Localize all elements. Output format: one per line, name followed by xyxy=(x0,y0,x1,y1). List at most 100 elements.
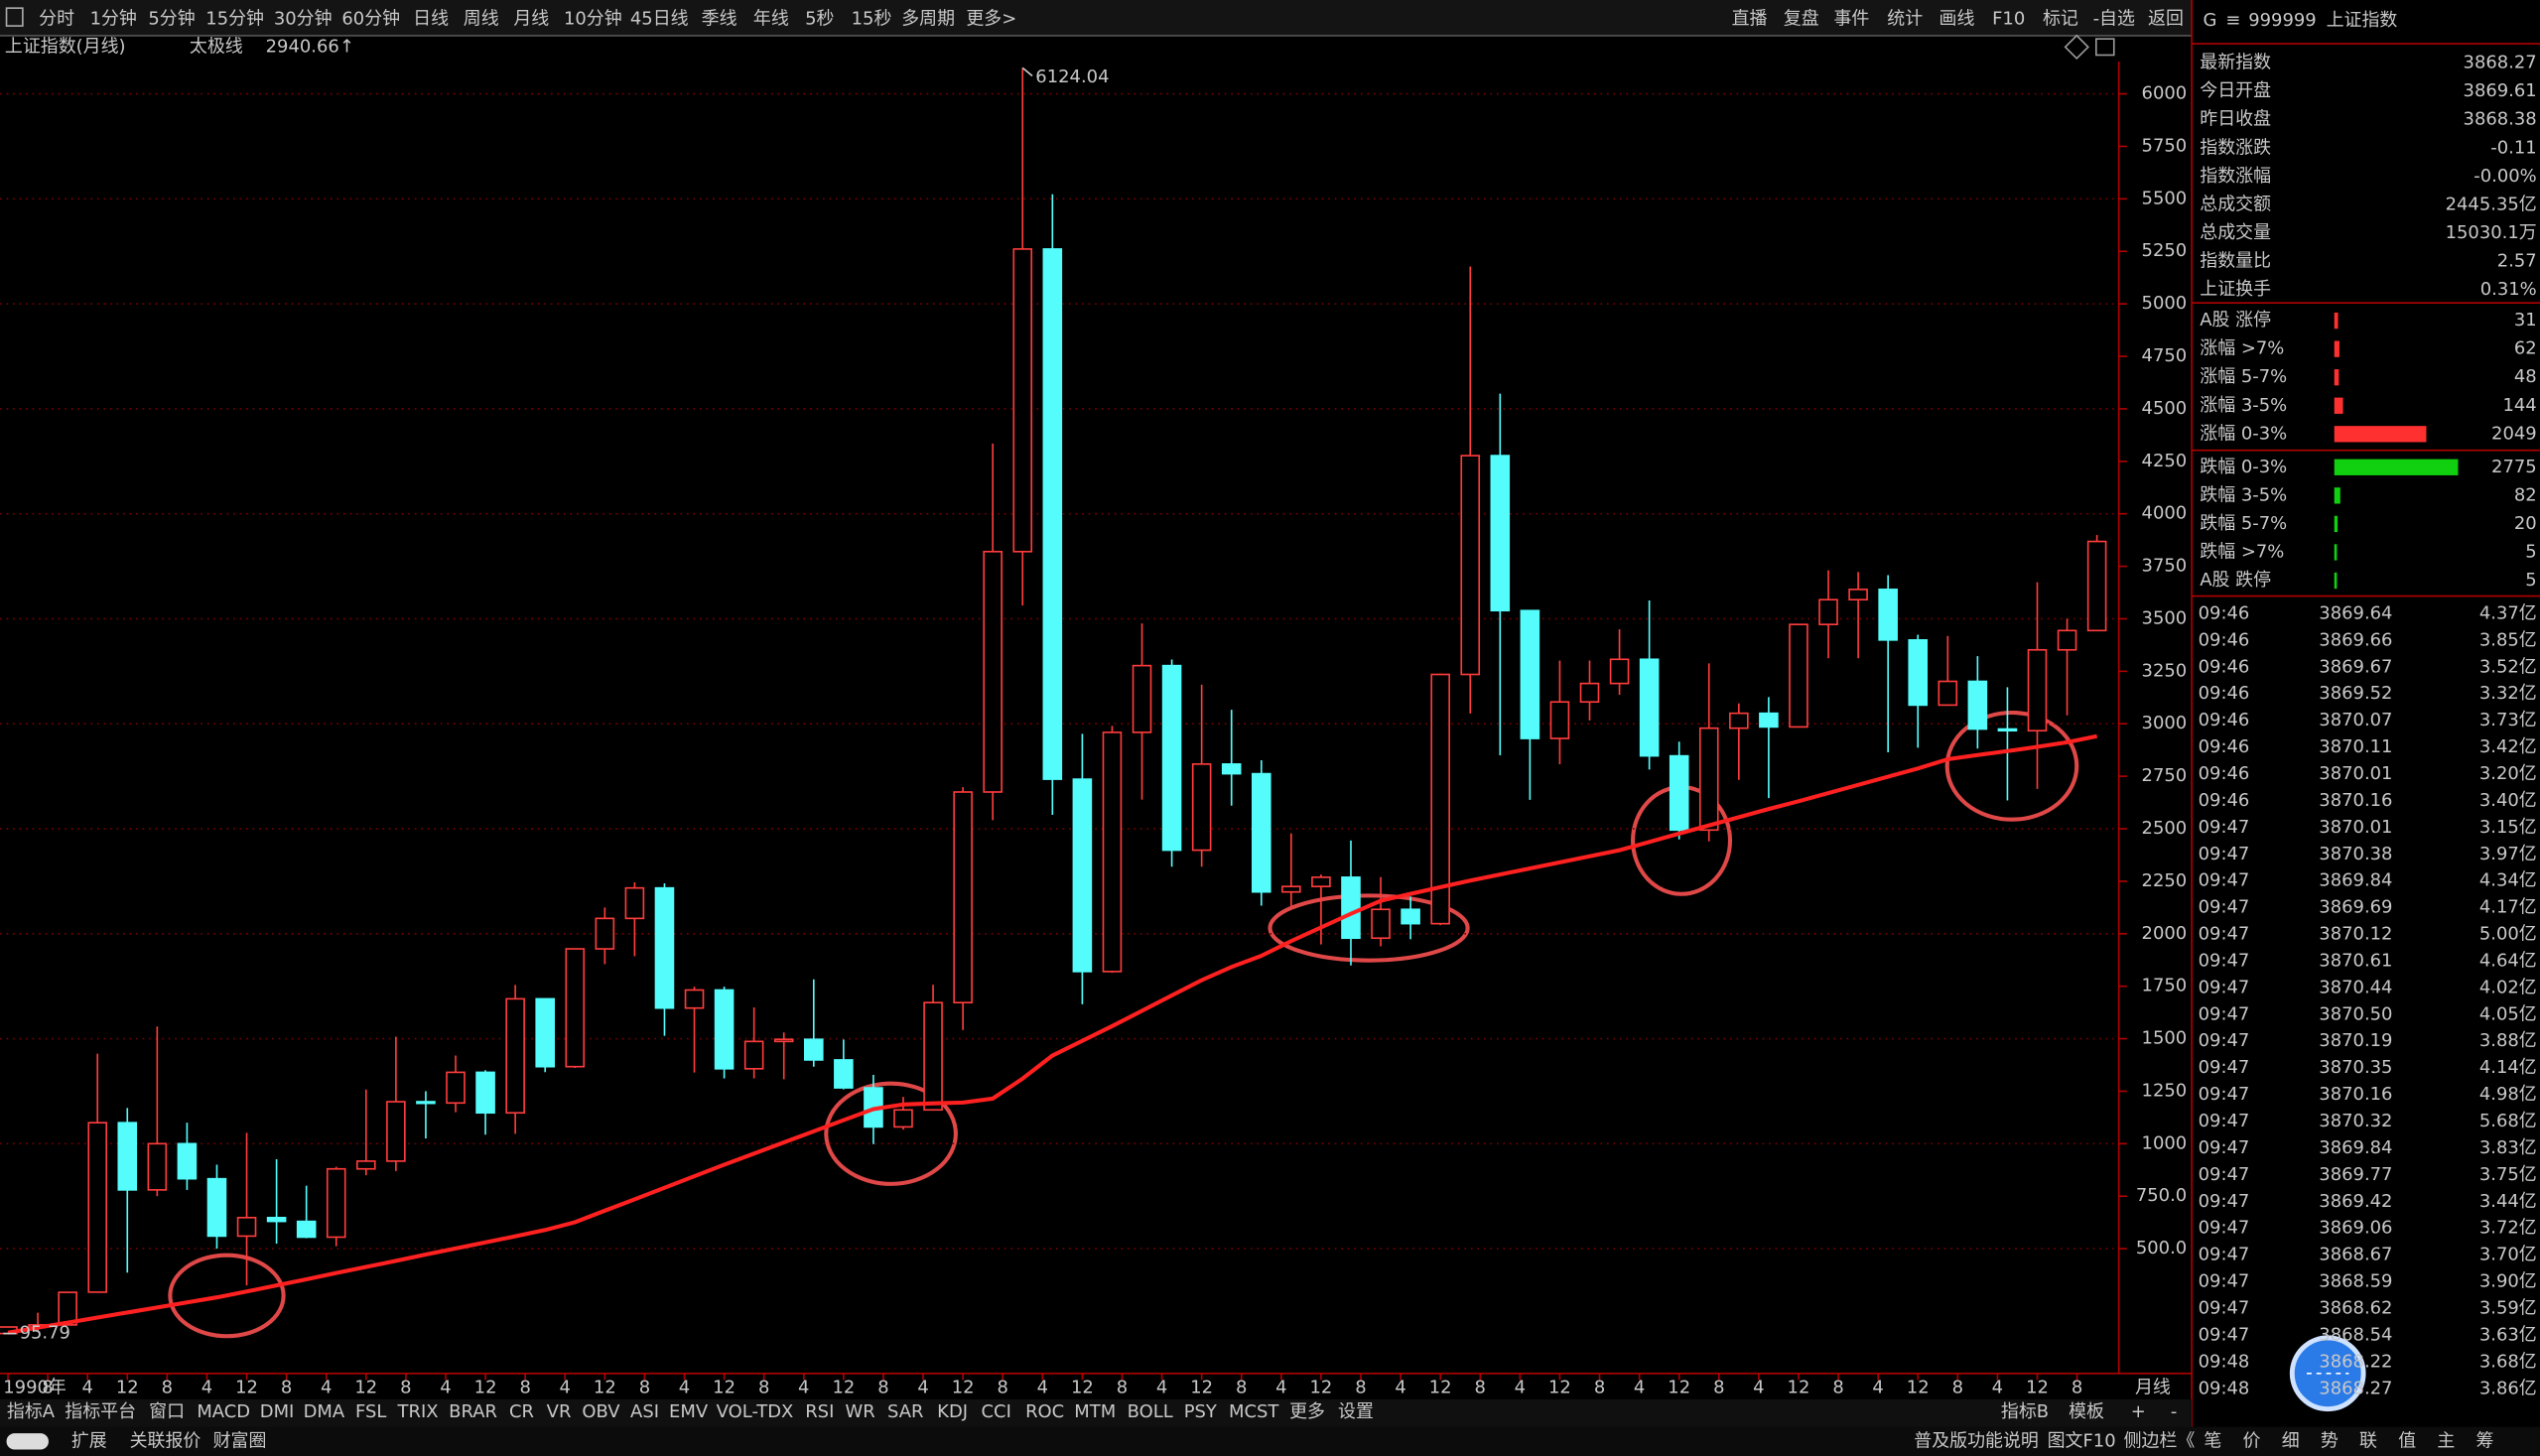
period-tab[interactable]: 1分钟 xyxy=(90,9,137,30)
toolbar-action[interactable]: 标记 xyxy=(2043,9,2078,30)
indicator-tab[interactable]: 指标B xyxy=(2001,1401,2049,1422)
tick-amount: 3.68亿 xyxy=(2479,1351,2537,1372)
menu-icon[interactable]: ≡ xyxy=(2225,10,2240,31)
status-tab[interactable]: 图文F10 xyxy=(2048,1430,2116,1451)
tick-price: 3868.62 xyxy=(2319,1298,2392,1319)
x-tick-label: 8 xyxy=(519,1377,530,1397)
period-tab[interactable]: 更多> xyxy=(966,9,1016,30)
panel-tab[interactable]: 联 xyxy=(2359,1430,2377,1451)
stat-label: 总成交额 xyxy=(2200,194,2271,214)
candle-body xyxy=(953,791,973,1003)
toolbar-action[interactable]: 直播 xyxy=(1732,9,1768,30)
tick-price: 3870.11 xyxy=(2319,736,2392,757)
indicator-tab[interactable]: CR xyxy=(509,1401,534,1422)
indicator-tab[interactable]: VOL-TDX xyxy=(717,1401,794,1422)
breadth-count: 48 xyxy=(2514,366,2537,387)
indicator-tab[interactable]: TRIX xyxy=(397,1401,439,1422)
period-tab[interactable]: 5秒 xyxy=(805,9,834,30)
indicator-tab[interactable]: SAR xyxy=(887,1401,923,1422)
indicator-tab[interactable]: MCST xyxy=(1229,1401,1279,1422)
tick-time: 09:47 xyxy=(2199,1218,2250,1239)
candle-body xyxy=(1848,589,1868,601)
x-tick-label: 8 xyxy=(1475,1377,1486,1397)
indicator-tab[interactable]: FSL xyxy=(355,1401,386,1422)
period-tab[interactable]: 月线 xyxy=(513,9,549,30)
period-tab[interactable]: 15秒 xyxy=(852,9,892,30)
panel-tab[interactable]: 笔 xyxy=(2204,1430,2221,1451)
period-tab[interactable]: 季线 xyxy=(702,9,737,30)
period-tab[interactable]: 30分钟 xyxy=(274,9,333,30)
indicator-tab[interactable]: 指标A xyxy=(7,1401,56,1422)
panel-tab[interactable]: 细 xyxy=(2282,1430,2300,1451)
period-tab[interactable]: 分时 xyxy=(39,9,74,30)
tick-time: 09:47 xyxy=(2199,1191,2250,1212)
indicator-tab[interactable]: MACD xyxy=(197,1401,250,1422)
status-tab[interactable]: 关联报价 xyxy=(130,1430,201,1451)
indicator-tab[interactable]: WR xyxy=(845,1401,874,1422)
toolbar-action[interactable]: 事件 xyxy=(1833,9,1869,30)
toolbar-action[interactable]: F10 xyxy=(1992,9,2025,30)
period-tab[interactable]: 60分钟 xyxy=(341,9,400,30)
toggle[interactable] xyxy=(6,1433,49,1450)
period-tab[interactable]: 多周期 xyxy=(901,9,955,30)
breadth-label: 跌幅 3-5% xyxy=(2200,484,2287,505)
indicator-tab[interactable]: DMA xyxy=(304,1401,345,1422)
tick-price: 3870.16 xyxy=(2319,1084,2392,1105)
indicator-tab[interactable]: BOLL xyxy=(1128,1401,1173,1422)
status-tab[interactable]: 扩展 xyxy=(71,1430,107,1451)
indicator-tab[interactable]: VR xyxy=(547,1401,572,1422)
candle-body xyxy=(296,1220,317,1239)
breadth-bar xyxy=(2334,544,2338,561)
tick-price: 3870.61 xyxy=(2319,950,2392,971)
indicator-tab[interactable]: 设置 xyxy=(1338,1401,1374,1422)
tick-time: 09:47 xyxy=(2199,1298,2250,1319)
period-tab[interactable]: 5分钟 xyxy=(148,9,195,30)
indicator-tab[interactable]: ASI xyxy=(630,1401,659,1422)
indicator-tab[interactable]: DMI xyxy=(260,1401,295,1422)
toolbar-action[interactable]: 统计 xyxy=(1887,9,1923,30)
toolbar-action[interactable]: 返回 xyxy=(2148,9,2184,30)
x-tick-label: 8 xyxy=(42,1377,53,1397)
indicator-tab[interactable]: EMV xyxy=(669,1401,709,1422)
tick-amount: 4.34亿 xyxy=(2479,870,2537,891)
status-tab[interactable]: 财富圈 xyxy=(213,1430,267,1451)
indicator-tab[interactable]: BRAR xyxy=(449,1401,497,1422)
panel-tab[interactable]: 价 xyxy=(2243,1430,2261,1451)
indicator-tab[interactable]: OBV xyxy=(582,1401,620,1422)
indicator-tab[interactable]: 窗口 xyxy=(149,1401,185,1422)
tick-time: 09:47 xyxy=(2199,1324,2250,1345)
period-tab[interactable]: 年线 xyxy=(753,9,789,30)
indicator-tab[interactable]: CCI xyxy=(982,1401,1011,1422)
x-tick-label: 4 xyxy=(1753,1377,1764,1397)
toolbar-action[interactable]: 复盘 xyxy=(1784,9,1819,30)
period-tab[interactable]: 45日线 xyxy=(630,9,689,30)
toolbar-action[interactable]: -自选 xyxy=(2093,9,2135,30)
indicator-tab[interactable]: 更多 xyxy=(1289,1401,1325,1422)
tick-amount: 3.59亿 xyxy=(2479,1298,2537,1319)
period-tab[interactable]: 10分钟 xyxy=(564,9,622,30)
period-tab[interactable]: 日线 xyxy=(413,9,449,30)
panel-tab[interactable]: 值 xyxy=(2398,1430,2416,1451)
indicator-tab[interactable]: + xyxy=(2131,1401,2146,1422)
candle-body xyxy=(2057,629,2077,651)
panel-tab[interactable]: 筹 xyxy=(2476,1430,2494,1451)
candle-body xyxy=(654,886,675,1009)
indicator-tab[interactable]: KDJ xyxy=(937,1401,968,1422)
period-tab[interactable]: 15分钟 xyxy=(205,9,264,30)
indicator-tab[interactable]: - xyxy=(2171,1401,2177,1422)
period-tab[interactable]: 周线 xyxy=(464,9,499,30)
breadth-bar xyxy=(2334,459,2459,475)
indicator-tab[interactable]: RSI xyxy=(805,1401,834,1422)
indicator-tab[interactable]: ROC xyxy=(1025,1401,1064,1422)
panel-tab[interactable]: 势 xyxy=(2321,1430,2339,1451)
indicator-tab[interactable]: MTM xyxy=(1074,1401,1116,1422)
indicator-tab[interactable]: 模板 xyxy=(2069,1401,2104,1422)
status-tab[interactable]: 普及版功能说明 xyxy=(1914,1430,2039,1451)
panel-tab[interactable]: 主 xyxy=(2437,1430,2455,1451)
status-tab[interactable]: 侧边栏《 xyxy=(2124,1430,2196,1451)
indicator-tab[interactable]: 指标平台 xyxy=(65,1401,136,1422)
breadth-bar xyxy=(2334,572,2338,590)
tick-price: 3869.64 xyxy=(2319,602,2392,623)
toolbar-action[interactable]: 画线 xyxy=(1939,9,1975,30)
indicator-tab[interactable]: PSY xyxy=(1184,1401,1217,1422)
